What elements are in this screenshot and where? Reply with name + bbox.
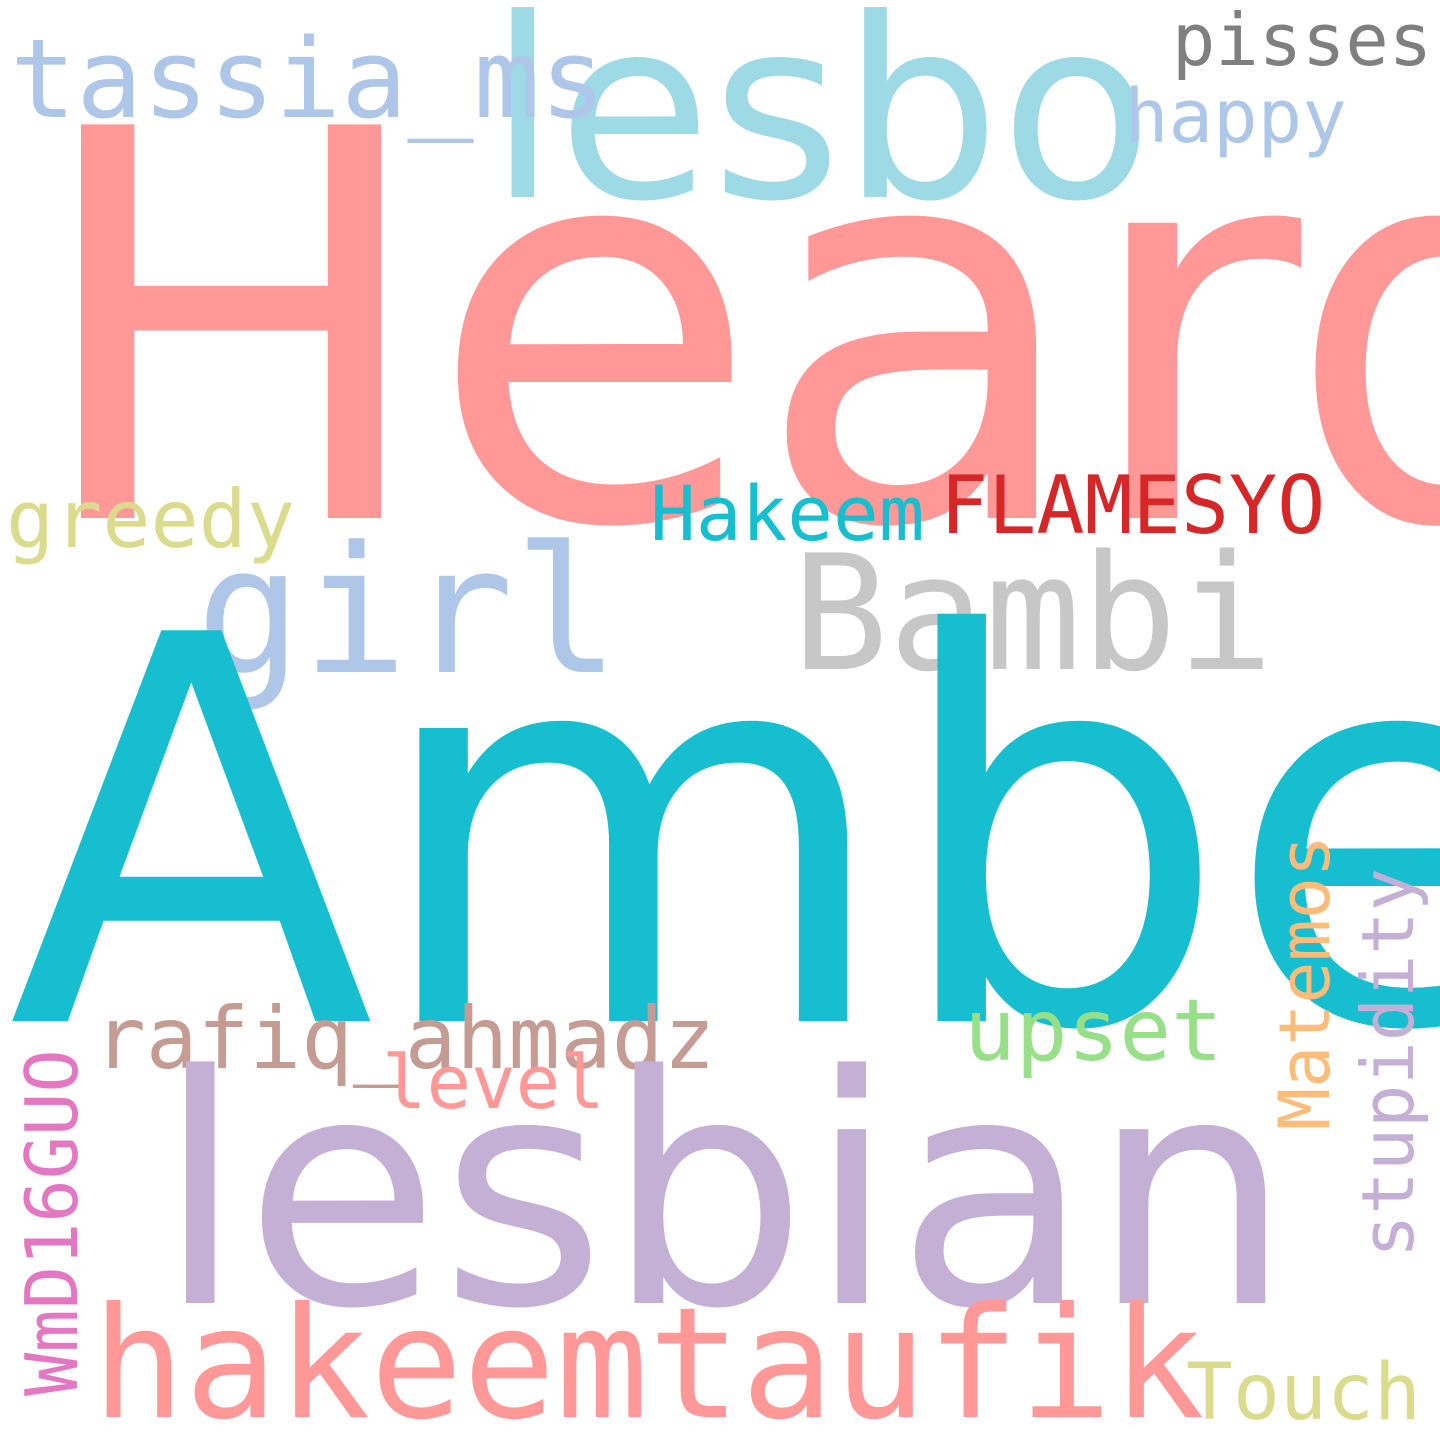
word-upset: upset [964, 981, 1223, 1081]
word-wmd16guo: WmD16GUO [10, 1049, 94, 1396]
word-lesbian: lesbian [156, 1008, 1293, 1378]
word-tassia-ms: tassia_ms [10, 15, 607, 143]
word-level: level [382, 1040, 605, 1126]
word-touch: Touch [1186, 1348, 1421, 1438]
word-girl: girl [196, 509, 620, 714]
word-pisses: pisses [1172, 0, 1433, 82]
word-heard: Heard [28, 18, 1440, 646]
word-happy: happy [1124, 74, 1347, 160]
word-rafiq-ahmadz: rafiq_ahmadz [94, 989, 716, 1089]
word-hakeemtaufik: hakeemtaufik [92, 1275, 1205, 1454]
word-greedy: greedy [6, 473, 295, 566]
word-matemos: Matemos [1264, 834, 1346, 1130]
word-lesbo: lesbo [488, 0, 1154, 256]
word-flamesyo: FLAMESYO [940, 459, 1326, 552]
word-hakeem: Hakeem [650, 469, 925, 558]
word-bambi: Bambi [792, 520, 1274, 707]
word-stupidity: stupidity [1346, 867, 1430, 1258]
